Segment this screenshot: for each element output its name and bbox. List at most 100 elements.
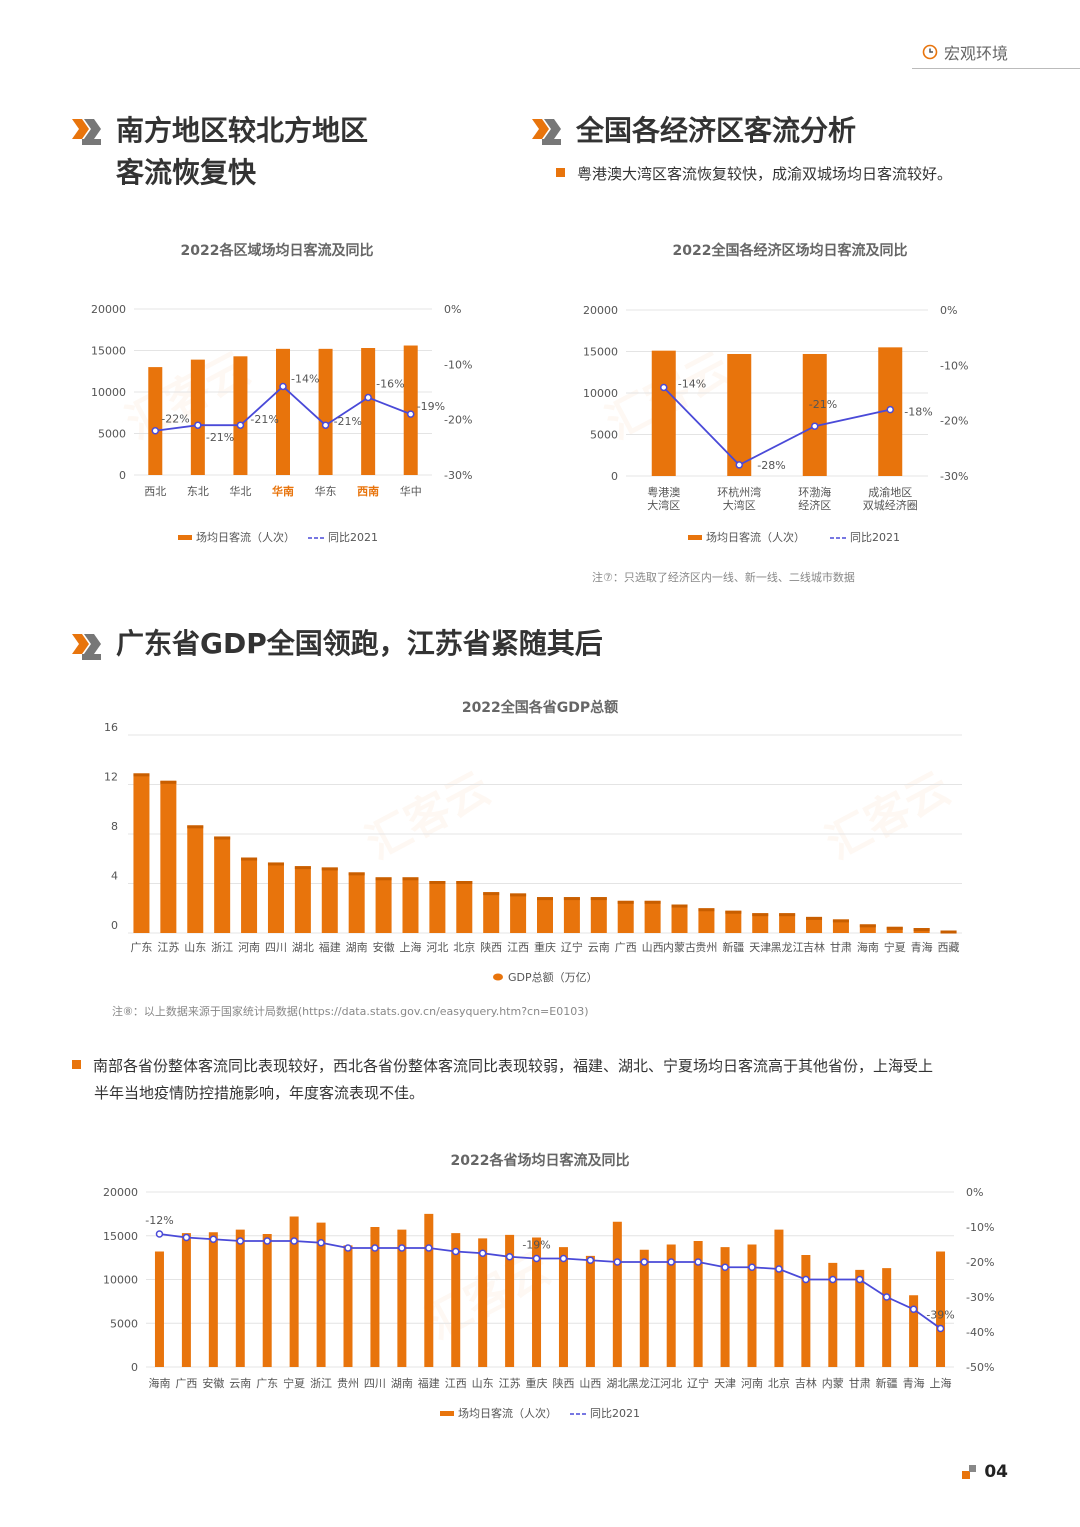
y-left-tick-label: 15000 — [103, 1230, 138, 1243]
x-tick-label: 大湾区 — [647, 498, 680, 512]
bar — [886, 926, 903, 933]
line-point — [559, 1254, 568, 1263]
legend-bar-label: 场均日客流（人次） — [706, 530, 805, 544]
section2-title: 全国各经济区客流分析 — [576, 114, 857, 147]
y-left-tick-label: 20000 — [91, 303, 126, 316]
y-left-tick-label: 5000 — [590, 429, 618, 442]
bar — [208, 1232, 218, 1367]
bar-cap — [644, 900, 661, 904]
bar — [262, 1234, 272, 1367]
x-tick-label: 甘肃 — [830, 941, 852, 954]
line-point — [182, 1233, 191, 1242]
x-tick-label: 陕西 — [552, 1376, 574, 1390]
x-tick-label: 经济区 — [798, 498, 831, 512]
bar — [429, 881, 446, 933]
x-tick-label: 上海 — [930, 1376, 952, 1390]
bar — [133, 773, 150, 933]
data-label: -12% — [145, 1214, 173, 1227]
bar — [779, 913, 796, 933]
section-arrow-icon — [72, 119, 101, 145]
y-right-tick-label: -50% — [966, 1361, 994, 1374]
bar — [316, 1222, 326, 1367]
y-right-tick-label: -20% — [940, 415, 968, 428]
x-tick-label: 新疆 — [876, 1376, 898, 1390]
bar — [882, 1268, 892, 1367]
x-tick-label: 华中 — [400, 484, 422, 498]
bar — [936, 1251, 946, 1367]
bar — [375, 877, 392, 933]
x-tick-label: 黑龙江 — [771, 941, 804, 954]
bar — [752, 913, 769, 933]
province-bullet: 南部各省份整体客流同比表现较好，西北各省份整体客流同比表现较弱，福建、湖北、宁夏… — [72, 1053, 1012, 1107]
bar-cap — [752, 913, 769, 917]
chart-title-gdp: 2022全国各省GDP总额 — [461, 700, 619, 716]
line-point — [505, 1253, 514, 1261]
x-tick-label: 重庆 — [534, 940, 556, 954]
y-tick-label: 16 — [104, 721, 118, 734]
line-point — [721, 1263, 729, 1271]
x-tick-label: 天津 — [714, 1377, 736, 1390]
bar — [424, 1213, 434, 1367]
province-bullet-line1: 南部各省份整体客流同比表现较好，西北各省份整体客流同比表现较弱，福建、湖北、宁夏… — [72, 1053, 1012, 1080]
line-point — [406, 410, 415, 418]
x-tick-label: 粤港澳 — [647, 485, 680, 499]
bar-cap — [617, 900, 634, 904]
line-point — [886, 405, 894, 414]
x-tick-label: 贵州 — [337, 1377, 359, 1390]
data-label: -39% — [926, 1309, 954, 1322]
x-tick-label: 海南 — [148, 1376, 170, 1390]
bar — [348, 872, 365, 933]
x-tick-label: 浙江 — [211, 941, 233, 954]
bar — [727, 353, 752, 476]
y-right-tick-label: -10% — [940, 359, 968, 372]
chart-region: 0 5000 10000 15000 20000 0% -10% -20% -30% 西北 东北 华北… — [91, 303, 472, 544]
y-right-tick-label: -10% — [966, 1221, 994, 1234]
bar — [532, 1237, 542, 1367]
bar — [148, 367, 163, 475]
line-point — [263, 1237, 271, 1245]
x-tick-label: 青海 — [903, 1376, 925, 1390]
bar — [671, 904, 688, 933]
bar-cap — [214, 836, 231, 840]
x-tick-label: 湖南 — [346, 941, 368, 954]
line-point — [829, 1275, 837, 1284]
bar — [693, 1241, 703, 1367]
x-tick-label: 山西 — [579, 1377, 601, 1390]
bar — [321, 867, 338, 933]
bar — [294, 866, 311, 933]
data-label: -22% — [161, 413, 189, 426]
x-tick-label: 新疆 — [722, 940, 744, 954]
line-point — [882, 1293, 891, 1301]
line-point — [735, 461, 743, 469]
chart-title-province: 2022各省场均日客流及同比 — [450, 1153, 630, 1169]
bar — [343, 1245, 353, 1367]
x-tick-label: 吉林 — [803, 940, 825, 954]
y-tick-label: 8 — [111, 820, 118, 833]
legend-bar-swatch — [178, 535, 192, 540]
section1-title: 南方地区较北方地区 客流恢复快 — [116, 110, 368, 194]
line-yoy — [663, 386, 891, 467]
x-tick-label: 广东 — [130, 941, 152, 954]
bar-cap — [563, 897, 580, 901]
x-tick-label: 天津 — [749, 941, 771, 954]
legend-bar-label: GDP总额（万亿） — [508, 970, 598, 984]
bar — [402, 877, 419, 933]
x-tick-label: 福建 — [319, 940, 341, 954]
bar-cap — [671, 904, 688, 908]
y-left-tick-label: 0 — [131, 1361, 138, 1374]
x-tick-label: 黑龙江 — [628, 1377, 661, 1390]
bar — [361, 348, 376, 475]
bar — [241, 857, 258, 933]
x-tick-label: 成渝地区 — [868, 485, 912, 499]
y-left-tick-label: 0 — [611, 470, 618, 483]
x-tick-label: 西南 — [357, 484, 379, 498]
x-tick-label: 贵州 — [695, 941, 717, 954]
x-tick-label: 环杭州湾 — [717, 485, 761, 499]
x-tick-label: 海南 — [857, 940, 879, 954]
x-tick-label: 北京 — [453, 940, 475, 954]
x-tick-label: 山东 — [472, 1377, 494, 1390]
legend-bar-swatch — [440, 1411, 454, 1416]
line-point — [909, 1305, 918, 1313]
line-point — [855, 1275, 864, 1284]
bar — [725, 910, 742, 933]
